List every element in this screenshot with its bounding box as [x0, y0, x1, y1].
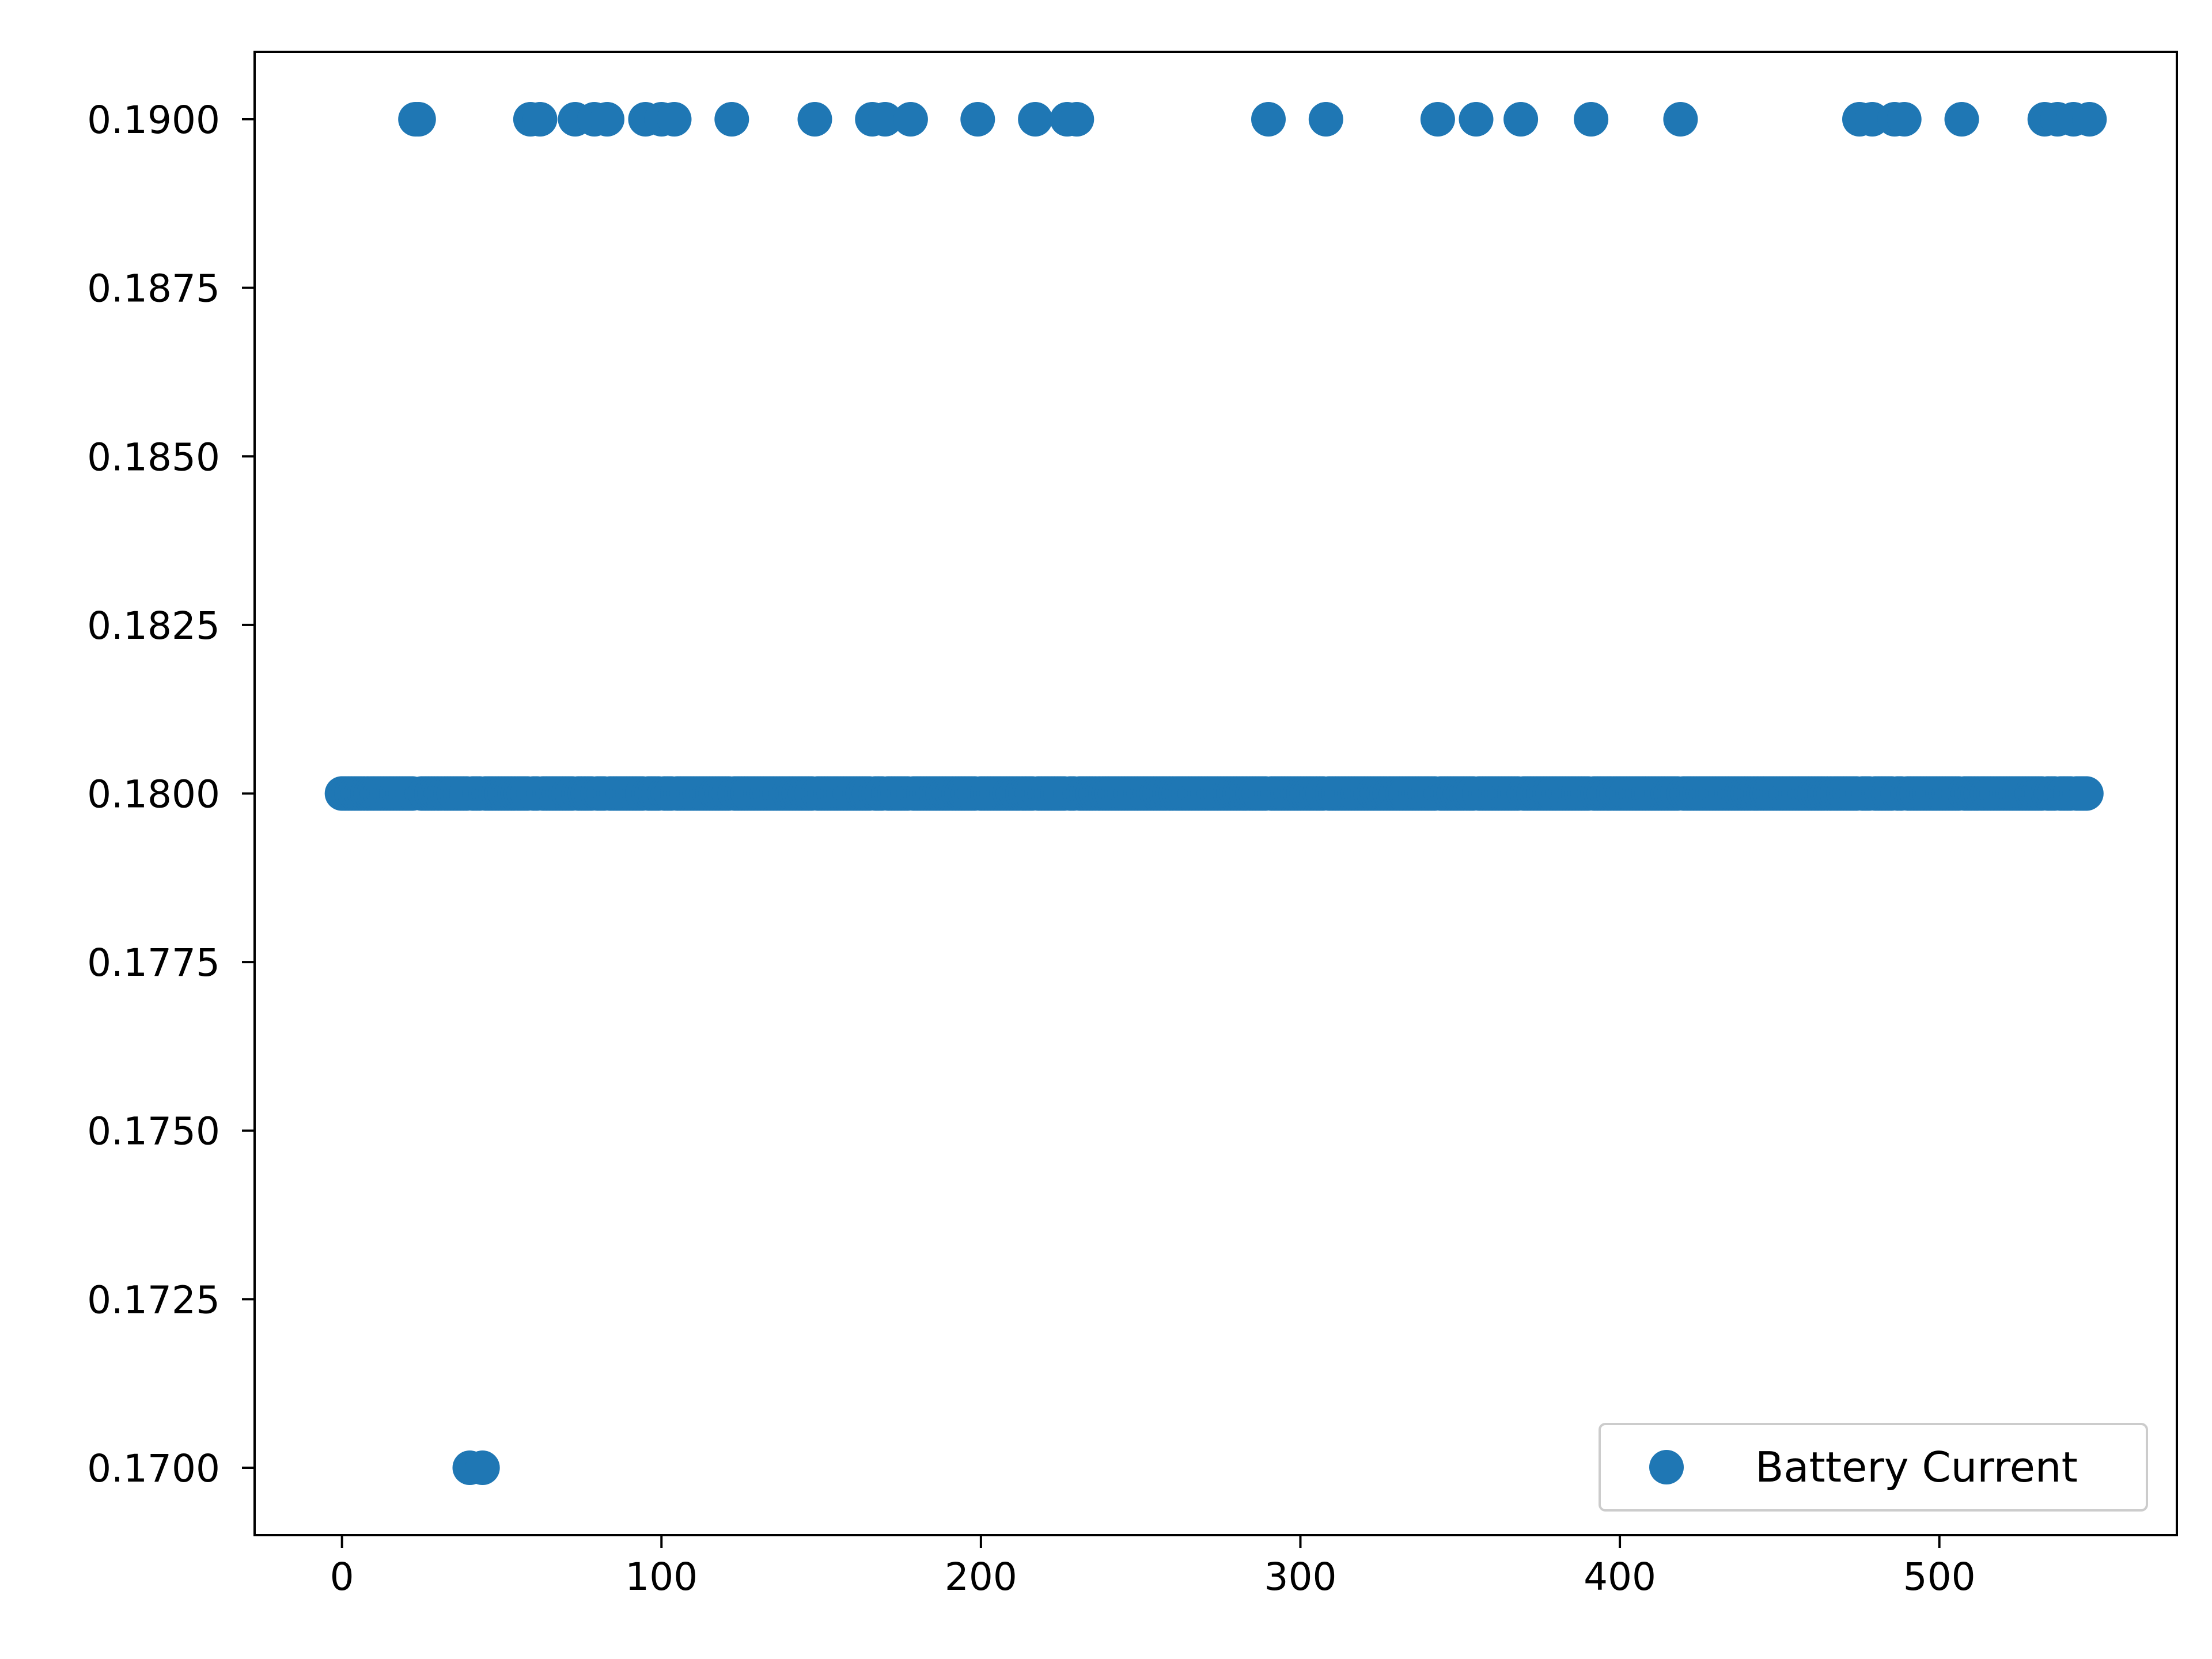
x-tick-label: 200	[945, 1555, 1017, 1599]
data-point	[893, 102, 928, 137]
data-point	[960, 102, 995, 137]
x-tick-label: 300	[1264, 1555, 1336, 1599]
data-point	[657, 102, 692, 137]
legend-box	[1599, 1423, 2148, 1512]
y-tick-label: 0.1825	[87, 604, 220, 648]
data-point	[714, 102, 749, 137]
y-tick-label: 0.1725	[87, 1278, 220, 1322]
data-point	[1308, 102, 1343, 137]
data-point	[1459, 102, 1494, 137]
y-axis: 0.1700 0.1725 0.1750 0.1775 0.1800 0.1825 0.18…	[87, 98, 255, 1491]
data-point	[401, 102, 436, 137]
data-point	[1944, 102, 1979, 137]
data-points	[324, 102, 2107, 1485]
y-tick-label: 0.1750	[87, 1109, 220, 1154]
data-point	[522, 102, 558, 137]
data-point	[590, 102, 624, 137]
y-tick-label: 0.1875	[87, 267, 220, 311]
x-tick-label: 100	[625, 1555, 698, 1599]
y-tick-label: 0.1900	[87, 98, 220, 142]
data-point	[797, 102, 832, 137]
data-point	[1251, 102, 1286, 137]
data-point	[1059, 102, 1094, 137]
y-tick-label: 0.1700	[87, 1446, 220, 1491]
data-point	[1420, 102, 1455, 137]
data-point	[1663, 102, 1698, 137]
data-point	[2069, 776, 2104, 811]
x-tick-label: 0	[330, 1555, 354, 1599]
y-tick-label: 0.1850	[87, 435, 220, 479]
data-point	[1887, 102, 1922, 137]
legend-label: Battery Current	[1755, 1443, 2078, 1491]
x-tick-label: 400	[1584, 1555, 1656, 1599]
legend-marker	[1649, 1450, 1684, 1484]
data-point	[1574, 102, 1609, 137]
x-tick-label: 500	[1903, 1555, 1976, 1599]
y-tick-label: 0.1775	[87, 941, 220, 985]
legend: Battery Current	[1599, 1423, 2148, 1512]
y-tick-label: 0.1800	[87, 772, 220, 817]
data-point	[2072, 102, 2107, 137]
data-point	[1018, 102, 1053, 137]
data-point	[868, 102, 903, 137]
x-axis: 0 100 200 300 400 500	[330, 1535, 1976, 1599]
data-point	[1503, 102, 1539, 137]
data-point	[465, 1450, 500, 1485]
